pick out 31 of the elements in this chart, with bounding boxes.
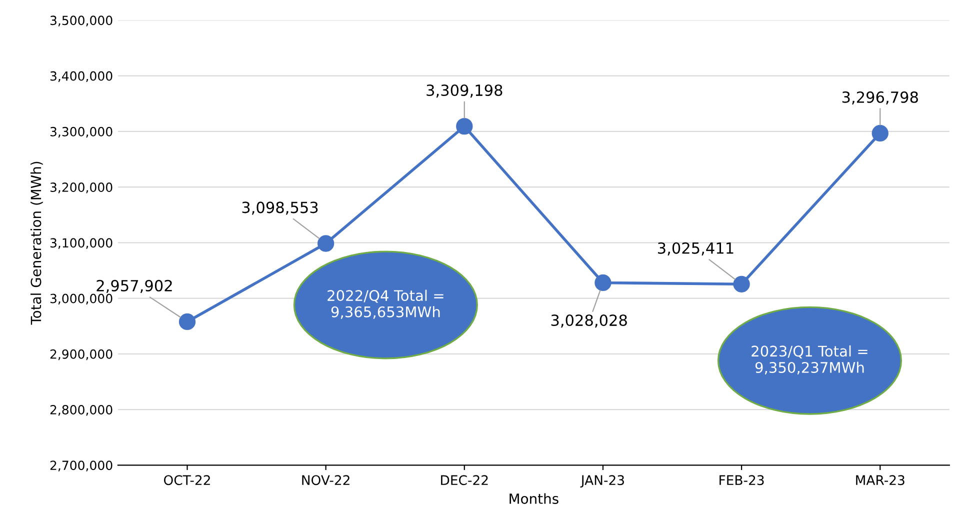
x-tick-label: MAR-23 [856, 475, 904, 486]
text: 3,098,553 [242, 202, 318, 215]
text: 3,025,411 [658, 242, 734, 256]
y-tick-label: 2,800,000 [50, 405, 112, 416]
point [317, 235, 334, 252]
x-tick-label: DEC-22 [441, 475, 488, 486]
annotation: 2022/Q4 Total = 9,365,653MWh [328, 290, 444, 319]
y-tick-label: 3,400,000 [50, 71, 112, 82]
x-tick-label: FEB-23 [720, 475, 764, 486]
point [456, 118, 473, 135]
x-tick-label: OCT-22 [164, 475, 210, 486]
annotation: 2023/Q1 Total = 9,350,237MWh [752, 345, 868, 374]
point [594, 274, 612, 292]
text: 3,028,028 [551, 314, 627, 328]
y-tick-label: 3,300,000 [50, 126, 112, 138]
x-tick-label: JAN-23 [580, 475, 624, 488]
text: 3,309,198 [426, 84, 502, 98]
y-tick-label: 3,000,000 [50, 294, 112, 305]
y-axis-title: Total Generation (MWh) [30, 162, 43, 325]
point [733, 276, 750, 293]
y-tick-label: 3,500,000 [50, 16, 112, 26]
y-tick-label: 3,200,000 [50, 182, 112, 194]
point [872, 124, 888, 142]
x-tick-label: NOV-22 [302, 475, 350, 486]
x-axis-title: Months [510, 493, 558, 504]
text: 2,957,902 [96, 280, 172, 293]
y-tick-label: 2,700,000 [50, 460, 112, 472]
y-tick-label: 3,100,000 [50, 238, 112, 249]
point [178, 313, 196, 330]
y-tick-label: 2,900,000 [50, 349, 112, 360]
text: 3,296,798 [842, 91, 918, 104]
